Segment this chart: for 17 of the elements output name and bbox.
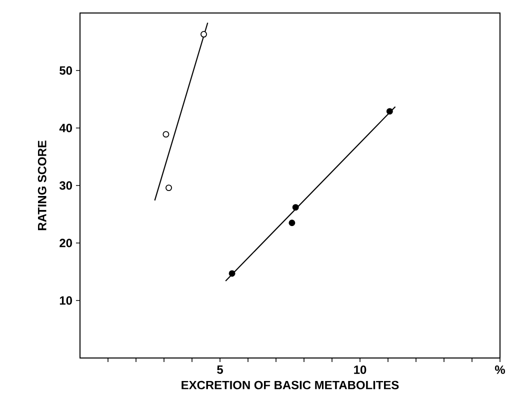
point (200, 31, 207, 38)
y-axis-title: RATING SCORE (38, 140, 46, 230)
x-tick-label: % (494, 366, 505, 374)
x-axis-title: EXCRETION OF BASIC METABOLITES (182, 380, 399, 390)
point (166, 184, 172, 192)
point (162, 131, 170, 138)
y-tick-label: 30 (59, 181, 72, 190)
point (386, 108, 393, 115)
y-tick-label: 20 (60, 238, 72, 248)
point (292, 204, 299, 211)
point (228, 270, 236, 277)
x-tick-label: 5 (217, 366, 223, 374)
x-tick-label: 10 (354, 366, 366, 374)
y-tick-label: 50 (60, 66, 72, 75)
y-tick-label: 10 (60, 296, 72, 305)
point (288, 220, 296, 226)
y-tick-label: 40 (59, 124, 72, 132)
